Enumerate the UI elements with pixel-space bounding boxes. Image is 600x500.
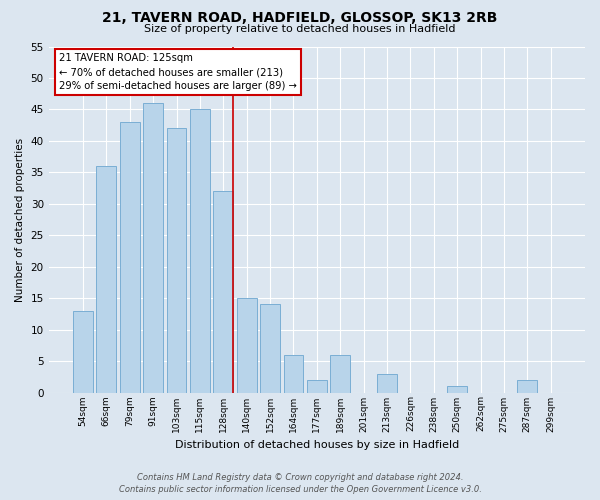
Bar xyxy=(143,103,163,393)
X-axis label: Distribution of detached houses by size in Hadfield: Distribution of detached houses by size … xyxy=(175,440,459,450)
Bar xyxy=(307,380,327,392)
Bar xyxy=(190,110,210,393)
Bar xyxy=(120,122,140,392)
Bar xyxy=(284,355,304,393)
Text: 21 TAVERN ROAD: 125sqm
← 70% of detached houses are smaller (213)
29% of semi-de: 21 TAVERN ROAD: 125sqm ← 70% of detached… xyxy=(59,54,297,92)
Bar xyxy=(330,355,350,393)
Bar xyxy=(214,191,233,392)
Bar xyxy=(447,386,467,392)
Bar xyxy=(517,380,537,392)
Bar xyxy=(73,310,93,392)
Bar xyxy=(260,304,280,392)
Bar xyxy=(97,166,116,392)
Text: Size of property relative to detached houses in Hadfield: Size of property relative to detached ho… xyxy=(144,24,456,34)
Text: Contains HM Land Registry data © Crown copyright and database right 2024.
Contai: Contains HM Land Registry data © Crown c… xyxy=(119,472,481,494)
Text: 21, TAVERN ROAD, HADFIELD, GLOSSOP, SK13 2RB: 21, TAVERN ROAD, HADFIELD, GLOSSOP, SK13… xyxy=(103,11,497,25)
Bar xyxy=(167,128,187,392)
Y-axis label: Number of detached properties: Number of detached properties xyxy=(15,138,25,302)
Bar xyxy=(377,374,397,392)
Bar xyxy=(237,298,257,392)
